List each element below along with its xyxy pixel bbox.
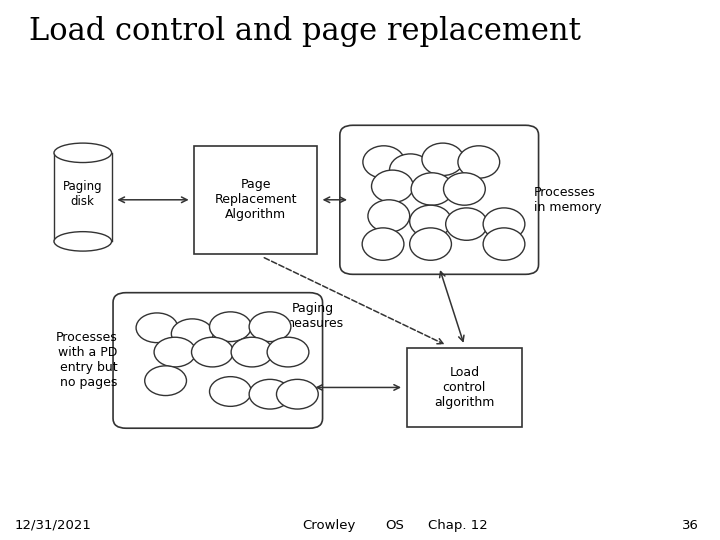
Ellipse shape [231, 337, 273, 367]
Ellipse shape [276, 379, 318, 409]
Ellipse shape [362, 228, 404, 260]
Bar [194, 146, 317, 254]
Ellipse shape [411, 173, 453, 205]
Ellipse shape [458, 146, 500, 178]
Ellipse shape [136, 313, 178, 342]
Ellipse shape [483, 228, 525, 260]
Text: 36: 36 [682, 519, 698, 532]
FancyBboxPatch shape [340, 125, 539, 274]
Ellipse shape [446, 208, 487, 240]
Ellipse shape [154, 337, 196, 367]
Text: Chap. 12: Chap. 12 [428, 519, 488, 532]
Text: Load control and page replacement: Load control and page replacement [29, 16, 580, 47]
Text: Crowley: Crowley [302, 519, 356, 532]
Ellipse shape [171, 319, 213, 349]
Ellipse shape [410, 205, 451, 238]
FancyBboxPatch shape [113, 293, 323, 428]
Ellipse shape [368, 200, 410, 232]
Ellipse shape [363, 146, 405, 178]
Ellipse shape [54, 143, 112, 163]
Ellipse shape [210, 312, 251, 341]
Text: Page
Replacement
Algorithm: Page Replacement Algorithm [215, 178, 297, 221]
Text: Paging
disk: Paging disk [63, 180, 103, 208]
Ellipse shape [145, 366, 186, 395]
Text: Paging
measures: Paging measures [283, 302, 343, 330]
Ellipse shape [192, 337, 233, 367]
Ellipse shape [249, 312, 291, 341]
Ellipse shape [54, 232, 112, 251]
Text: Load
control
algorithm: Load control algorithm [434, 366, 495, 409]
Bar [54, 153, 112, 241]
Ellipse shape [410, 228, 451, 260]
Text: OS: OS [385, 519, 404, 532]
Text: Processes
in memory: Processes in memory [534, 186, 602, 214]
Ellipse shape [390, 154, 431, 186]
Text: 12/31/2021: 12/31/2021 [14, 519, 91, 532]
Bar [407, 348, 522, 427]
Text: Processes
with a PD
entry but
no pages: Processes with a PD entry but no pages [55, 332, 117, 389]
Ellipse shape [210, 377, 251, 406]
Ellipse shape [444, 173, 485, 205]
Ellipse shape [422, 143, 464, 176]
Ellipse shape [249, 379, 291, 409]
Ellipse shape [372, 170, 413, 202]
Ellipse shape [483, 208, 525, 240]
Ellipse shape [267, 337, 309, 367]
